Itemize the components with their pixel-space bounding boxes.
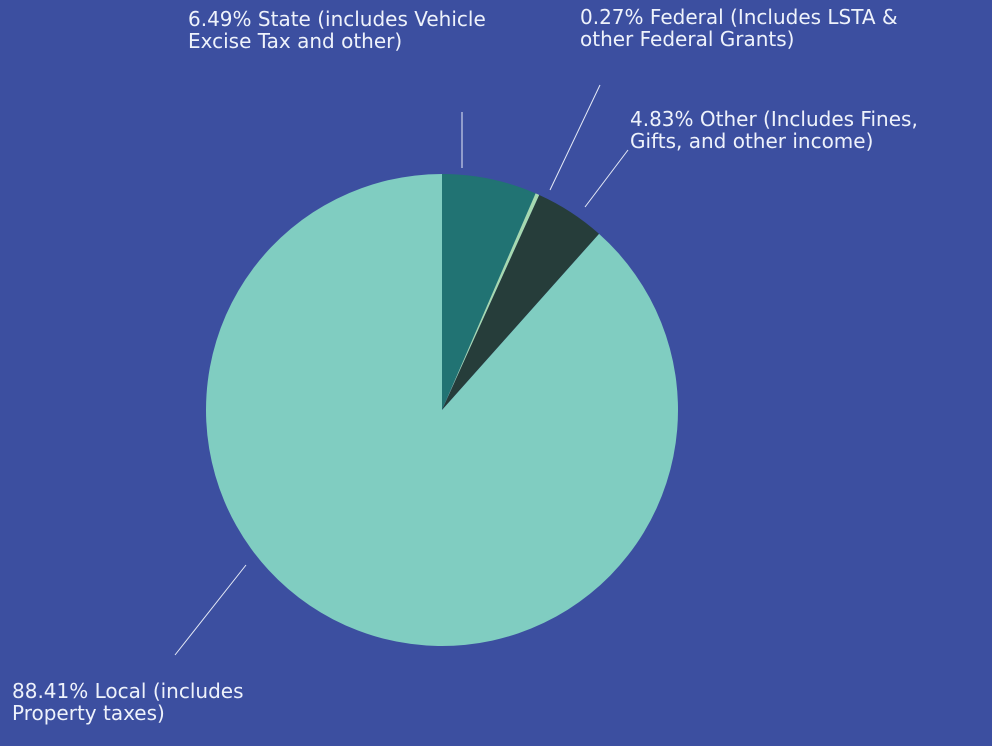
pie [206,173,679,646]
category-label: Federal (Includes LSTA & other Federal G… [580,5,898,51]
pie-slice [442,194,600,410]
category-label: Local (includes Property taxes) [12,679,244,725]
slice-label: 4.83% Other (Includes Fines, Gifts, and … [630,108,930,152]
value-label: 4.83% [630,107,694,131]
leader-line [584,149,629,208]
leader-line [174,564,247,656]
pie-slice [206,173,679,646]
value-label: 6.49% [188,7,252,31]
leader-line [549,84,601,191]
value-label: 0.27% [580,5,644,29]
value-label: 88.41% [12,679,89,703]
pie-slice [442,174,536,410]
slice-label: 6.49% State (includes Vehicle Excise Tax… [188,8,488,52]
slice-label: 0.27% Federal (Includes LSTA & other Fed… [580,6,925,50]
pie-slice [442,193,540,410]
category-label: State (includes Vehicle Excise Tax and o… [188,7,486,53]
slice-label: 88.41% Local (includes Property taxes) [12,680,332,724]
category-label: Other (Includes Fines, Gifts, and other … [630,107,918,153]
